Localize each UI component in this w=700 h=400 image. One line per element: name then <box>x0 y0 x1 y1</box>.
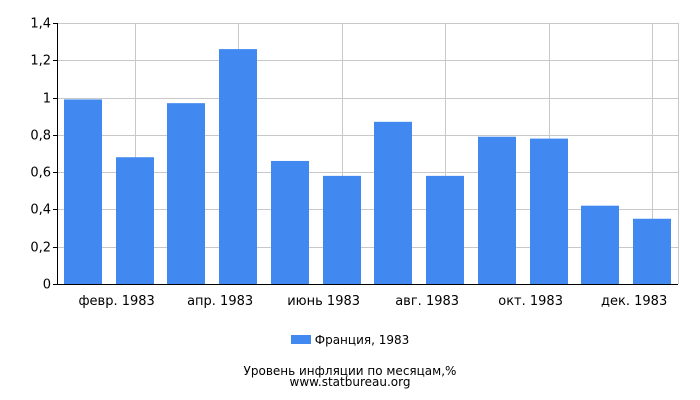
x-tick-label: окт. 1983 <box>498 294 563 309</box>
x-tick-label: февр. 1983 <box>78 294 154 309</box>
y-tick-label: 0,2 <box>30 241 51 256</box>
bars <box>64 49 671 285</box>
source-url: www.statbureau.org <box>289 375 411 389</box>
tick-labels: 0 0,2 0,4 0,6 0,8 1 1,2 1,4 февр. 1983 апр. 1983 и… <box>30 17 667 310</box>
bar <box>167 103 205 285</box>
bar <box>478 136 516 284</box>
bar <box>64 99 102 284</box>
bar <box>581 205 619 284</box>
bar <box>116 157 154 284</box>
bar <box>219 49 257 284</box>
bar <box>374 121 412 284</box>
bar <box>323 175 361 284</box>
x-tick-label: дек. 1983 <box>601 294 667 309</box>
y-tick-label: 0,4 <box>30 203 51 218</box>
y-tick-label: 1,4 <box>30 17 51 32</box>
legend: Франция, 1983 <box>0 333 700 347</box>
y-tick-label: 0,8 <box>30 129 51 144</box>
chart-caption: Уровень инфляции по месяцам,% <box>243 364 457 378</box>
x-tick-label: июнь 1983 <box>287 294 360 309</box>
bar <box>530 138 568 284</box>
legend-swatch <box>290 335 311 344</box>
x-tick-label: авг. 1983 <box>395 294 459 309</box>
x-tick-label: апр. 1983 <box>187 294 253 309</box>
y-tick-label: 1 <box>43 92 51 107</box>
y-tick-label: 0,6 <box>30 166 51 181</box>
bar <box>426 175 464 284</box>
y-tick-label: 0 <box>43 278 51 293</box>
bar <box>271 160 309 284</box>
y-tick-label: 1,2 <box>30 54 51 69</box>
legend-label: Франция, 1983 <box>314 333 410 347</box>
grid <box>57 23 679 284</box>
axes <box>53 23 678 285</box>
bar <box>633 218 671 284</box>
